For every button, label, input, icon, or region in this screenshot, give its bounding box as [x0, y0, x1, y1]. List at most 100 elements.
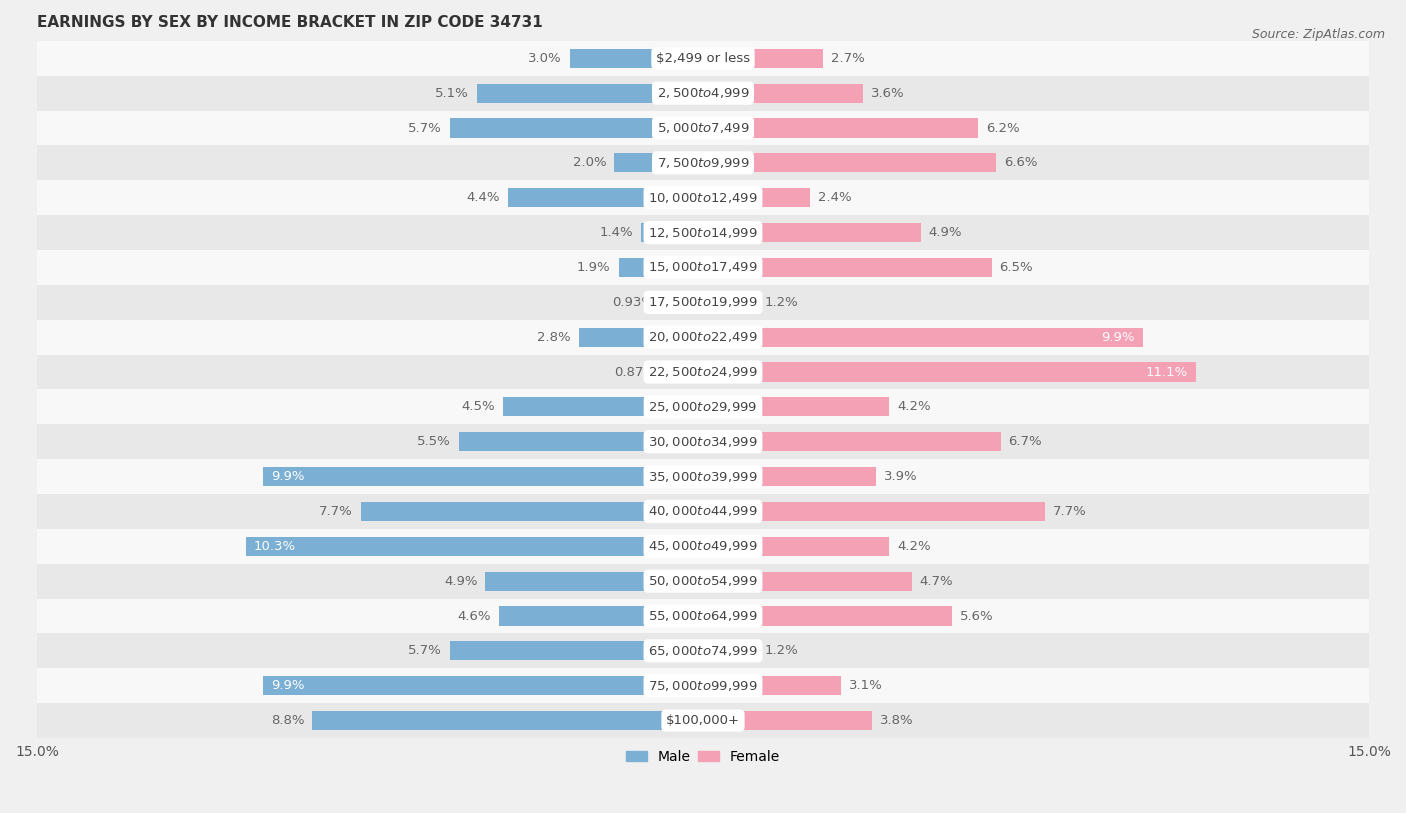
Bar: [703, 223, 921, 242]
Bar: [246, 537, 703, 556]
Legend: Male, Female: Male, Female: [620, 744, 786, 769]
Text: 9.9%: 9.9%: [1101, 331, 1135, 344]
Bar: [263, 676, 703, 695]
Bar: [703, 537, 890, 556]
Bar: [37, 703, 1369, 738]
Bar: [477, 84, 703, 102]
Bar: [665, 363, 703, 381]
Text: $15,000 to $17,499: $15,000 to $17,499: [648, 260, 758, 275]
Text: 2.8%: 2.8%: [537, 331, 571, 344]
Text: 11.1%: 11.1%: [1146, 366, 1188, 379]
Bar: [508, 188, 703, 207]
Bar: [703, 676, 841, 695]
Bar: [263, 467, 703, 486]
Bar: [312, 711, 703, 730]
Text: $35,000 to $39,999: $35,000 to $39,999: [648, 470, 758, 484]
Text: 7.7%: 7.7%: [319, 505, 353, 518]
Bar: [703, 154, 995, 172]
Text: 3.1%: 3.1%: [849, 679, 883, 692]
Text: 2.4%: 2.4%: [817, 191, 851, 204]
Text: 6.7%: 6.7%: [1008, 435, 1042, 448]
Bar: [703, 467, 876, 486]
Bar: [37, 146, 1369, 180]
Bar: [37, 285, 1369, 320]
Text: $100,000+: $100,000+: [666, 714, 740, 727]
Text: 4.2%: 4.2%: [897, 540, 931, 553]
Text: $7,500 to $9,999: $7,500 to $9,999: [657, 156, 749, 170]
Text: 4.6%: 4.6%: [457, 610, 491, 623]
Bar: [450, 119, 703, 137]
Bar: [703, 84, 863, 102]
Text: 4.5%: 4.5%: [461, 400, 495, 413]
Text: $2,500 to $4,999: $2,500 to $4,999: [657, 86, 749, 100]
Bar: [579, 328, 703, 346]
Text: 5.1%: 5.1%: [434, 87, 468, 100]
Bar: [614, 154, 703, 172]
Bar: [703, 433, 1001, 451]
Bar: [37, 389, 1369, 424]
Bar: [499, 606, 703, 625]
Text: 9.9%: 9.9%: [271, 679, 305, 692]
Bar: [450, 641, 703, 660]
Bar: [37, 633, 1369, 668]
Text: 4.2%: 4.2%: [897, 400, 931, 413]
Text: $25,000 to $29,999: $25,000 to $29,999: [648, 400, 758, 414]
Text: $40,000 to $44,999: $40,000 to $44,999: [648, 504, 758, 519]
Bar: [703, 502, 1045, 521]
Text: 6.2%: 6.2%: [986, 121, 1019, 134]
Text: 0.87%: 0.87%: [614, 366, 657, 379]
Text: 1.4%: 1.4%: [599, 226, 633, 239]
Text: 0.93%: 0.93%: [612, 296, 654, 309]
Text: 5.7%: 5.7%: [408, 645, 441, 658]
Text: $75,000 to $99,999: $75,000 to $99,999: [648, 679, 758, 693]
Text: $50,000 to $54,999: $50,000 to $54,999: [648, 574, 758, 588]
Bar: [703, 49, 823, 68]
Bar: [37, 529, 1369, 563]
Text: 4.4%: 4.4%: [467, 191, 499, 204]
Text: 3.9%: 3.9%: [884, 470, 918, 483]
Text: 5.7%: 5.7%: [408, 121, 441, 134]
Bar: [703, 119, 979, 137]
Bar: [703, 398, 890, 416]
Bar: [703, 711, 872, 730]
Text: 3.8%: 3.8%: [880, 714, 914, 727]
Text: $30,000 to $34,999: $30,000 to $34,999: [648, 435, 758, 449]
Text: 9.9%: 9.9%: [271, 470, 305, 483]
Text: 7.7%: 7.7%: [1053, 505, 1087, 518]
Text: 1.2%: 1.2%: [765, 296, 799, 309]
Bar: [703, 641, 756, 660]
Text: 4.9%: 4.9%: [928, 226, 962, 239]
Text: 1.2%: 1.2%: [765, 645, 799, 658]
Text: 3.6%: 3.6%: [870, 87, 904, 100]
Text: 5.6%: 5.6%: [960, 610, 993, 623]
Bar: [458, 433, 703, 451]
Bar: [37, 598, 1369, 633]
Bar: [37, 320, 1369, 354]
Text: 6.6%: 6.6%: [1004, 156, 1038, 169]
Bar: [703, 258, 991, 277]
Text: $2,499 or less: $2,499 or less: [657, 52, 749, 65]
Text: EARNINGS BY SEX BY INCOME BRACKET IN ZIP CODE 34731: EARNINGS BY SEX BY INCOME BRACKET IN ZIP…: [37, 15, 543, 30]
Bar: [703, 188, 810, 207]
Bar: [37, 215, 1369, 250]
Text: 10.3%: 10.3%: [253, 540, 295, 553]
Bar: [37, 111, 1369, 146]
Bar: [361, 502, 703, 521]
Text: 3.0%: 3.0%: [529, 52, 562, 65]
Text: 4.7%: 4.7%: [920, 575, 953, 588]
Bar: [703, 293, 756, 312]
Text: $10,000 to $12,499: $10,000 to $12,499: [648, 191, 758, 205]
Bar: [37, 563, 1369, 598]
Bar: [703, 363, 1197, 381]
Bar: [37, 41, 1369, 76]
Text: $17,500 to $19,999: $17,500 to $19,999: [648, 295, 758, 309]
Text: 6.5%: 6.5%: [1000, 261, 1033, 274]
Text: $20,000 to $22,499: $20,000 to $22,499: [648, 330, 758, 344]
Bar: [37, 668, 1369, 703]
Text: $5,000 to $7,499: $5,000 to $7,499: [657, 121, 749, 135]
Text: $22,500 to $24,999: $22,500 to $24,999: [648, 365, 758, 379]
Bar: [703, 328, 1143, 346]
Bar: [503, 398, 703, 416]
Text: $12,500 to $14,999: $12,500 to $14,999: [648, 225, 758, 240]
Bar: [485, 572, 703, 591]
